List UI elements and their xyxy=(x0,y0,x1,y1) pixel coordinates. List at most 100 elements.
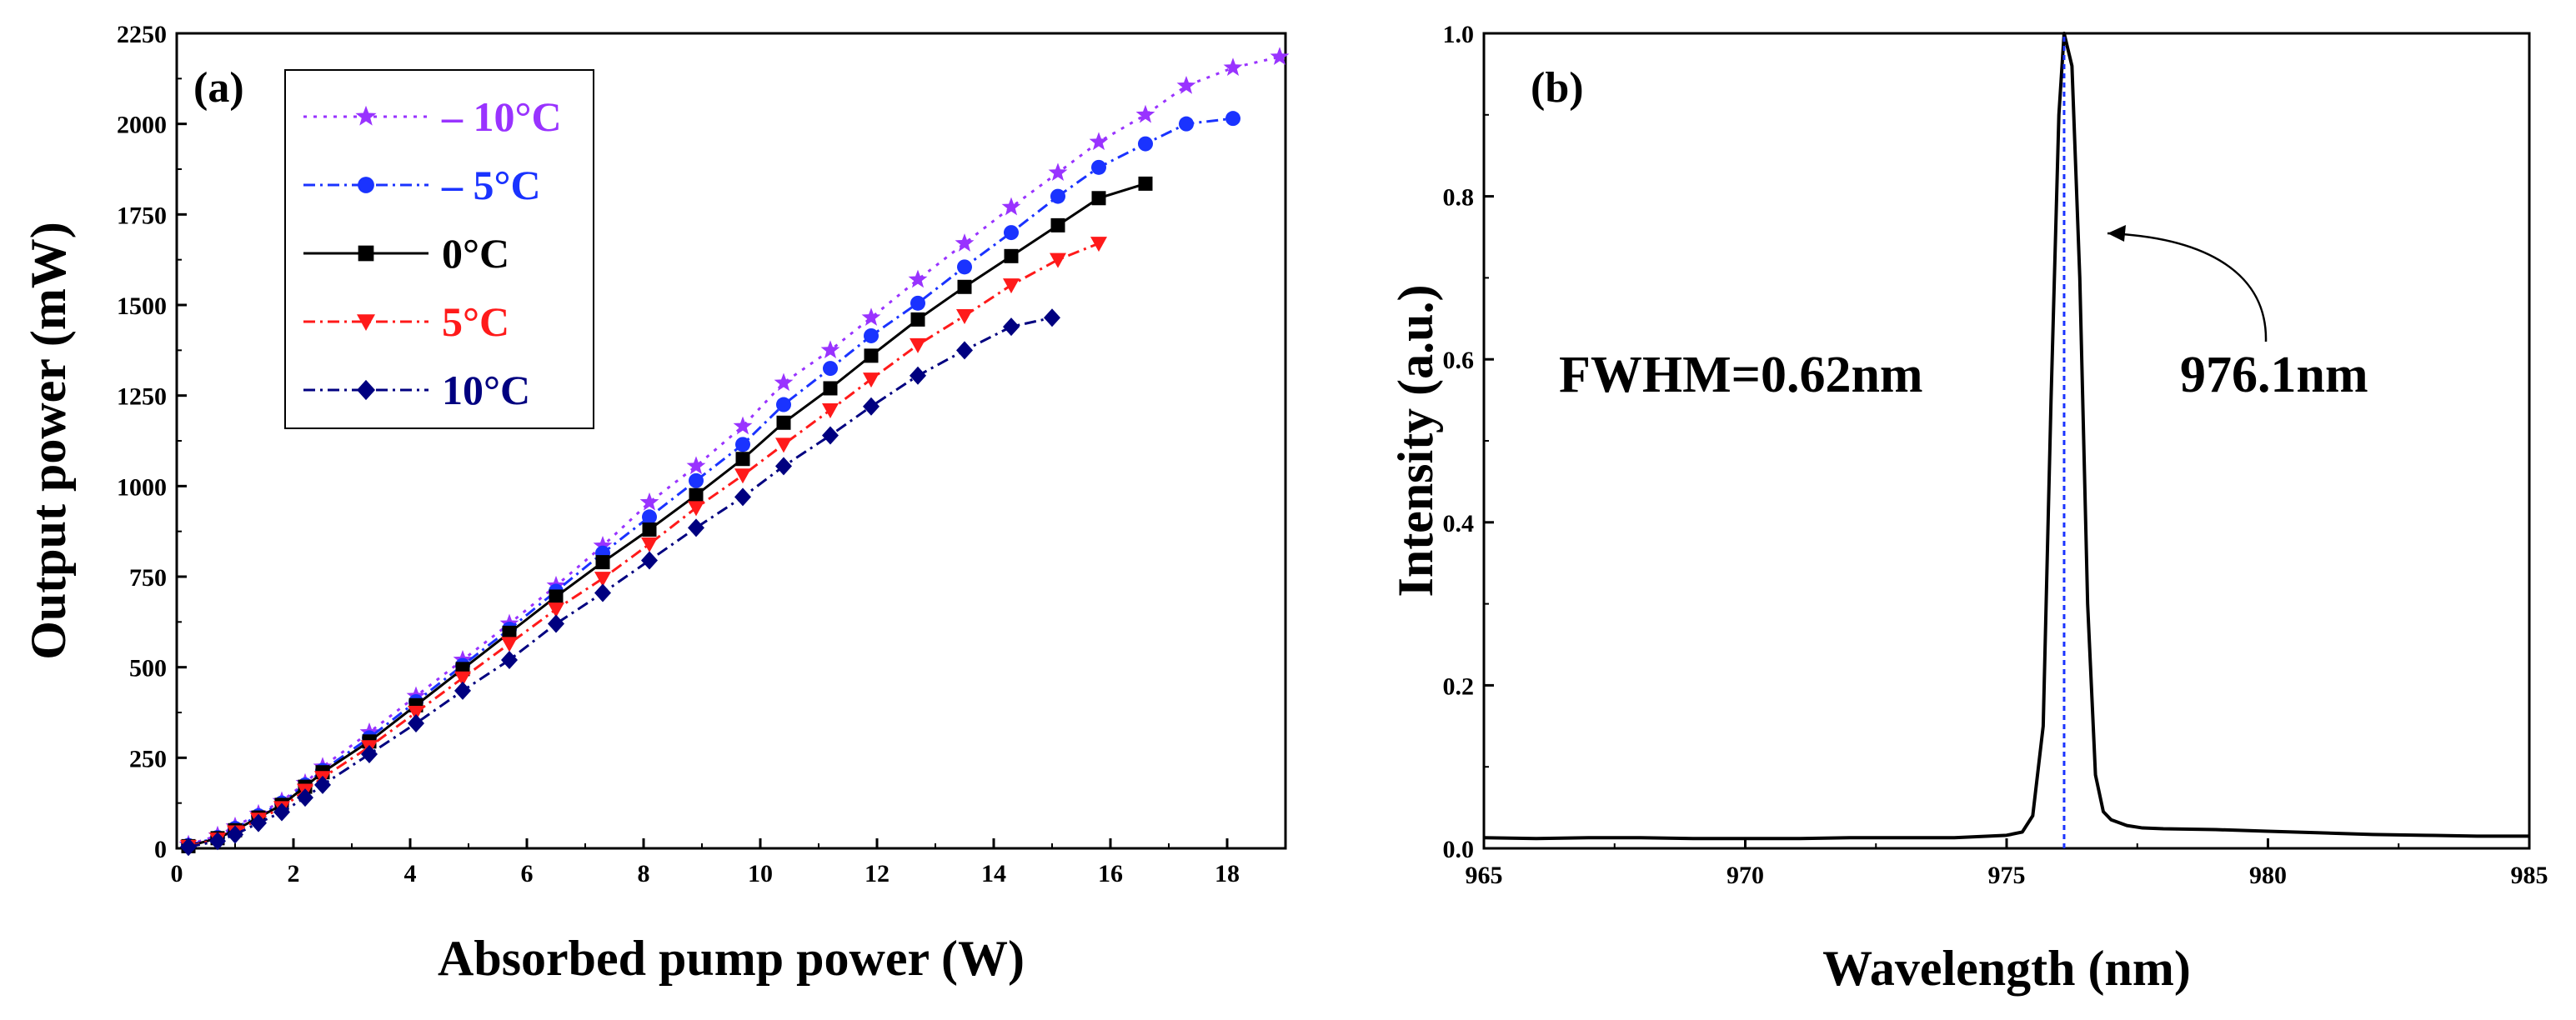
data-point xyxy=(297,788,313,808)
legend-label: 0°C xyxy=(442,230,509,277)
panel-a-x-tick-label: 0 xyxy=(171,860,183,888)
data-point xyxy=(501,650,518,669)
fwhm-annotation: FWHM=0.62nm xyxy=(1559,347,1923,403)
data-point xyxy=(910,295,925,311)
spectrum-line xyxy=(1483,32,2529,841)
data-point xyxy=(209,832,226,851)
data-point xyxy=(776,397,791,412)
data-point xyxy=(641,551,658,570)
data-point xyxy=(908,269,928,288)
legend-label: 5°C xyxy=(442,298,509,345)
data-point xyxy=(1176,76,1196,94)
panel-a-y-tick-label: 750 xyxy=(129,564,167,592)
data-point xyxy=(957,259,972,275)
panel-b-y-tick-label: 0.2 xyxy=(1443,672,1475,700)
peak-annotation-arrow xyxy=(2107,232,2268,342)
data-point xyxy=(1225,111,1240,127)
panel-a-x-tick-label: 16 xyxy=(1098,860,1123,888)
series-line xyxy=(188,316,1053,848)
data-point xyxy=(639,492,659,511)
panel-a-y-axis-title: Output power (mW) xyxy=(21,222,76,660)
panel-b-y-tick-label: 0.0 xyxy=(1443,836,1475,863)
data-point xyxy=(1138,136,1153,152)
data-point xyxy=(956,309,973,325)
panel-a-series xyxy=(178,47,1290,857)
data-point xyxy=(1091,159,1106,175)
panel-b-x-tick-label: 970 xyxy=(1727,862,1764,889)
data-point xyxy=(910,338,926,353)
panel-b-y-tick-label: 0.4 xyxy=(1443,510,1475,538)
data-point xyxy=(548,614,564,633)
panel-b-y-tick-label: 0.8 xyxy=(1443,184,1475,212)
data-point xyxy=(454,681,471,700)
legend-label: – 10°C xyxy=(441,93,562,140)
data-point xyxy=(1223,58,1243,77)
data-point xyxy=(227,825,243,844)
panel-a-y-tick-label: 250 xyxy=(129,745,167,772)
legend-box xyxy=(284,69,594,429)
data-point xyxy=(735,452,750,467)
panel-a-legend: – 10°C – 5°C 0°C 5°C 10°C xyxy=(284,69,594,429)
data-point xyxy=(1270,47,1290,65)
data-point xyxy=(1001,197,1021,216)
data-point xyxy=(775,457,792,476)
data-point xyxy=(1135,104,1155,123)
data-point xyxy=(408,706,424,721)
data-point xyxy=(1003,318,1020,337)
data-point xyxy=(775,438,792,453)
data-point xyxy=(1004,225,1019,241)
data-point xyxy=(910,312,925,327)
panel-a-x-tick-label: 8 xyxy=(638,860,650,888)
data-point xyxy=(273,802,290,822)
data-point xyxy=(864,328,879,343)
panel-b-spectrum-chart: 965 970 975 980 985 0.0 0.2 0.4 0.6 0.8 1.0 (b) Wa… xyxy=(1388,21,2548,996)
data-point xyxy=(594,572,611,588)
series-4 xyxy=(180,308,1060,857)
panel-a-y-tick-label: 1500 xyxy=(117,292,167,320)
data-point xyxy=(956,341,973,360)
data-point xyxy=(1050,218,1065,232)
arrow-head-icon xyxy=(2107,225,2126,242)
legend-marker xyxy=(355,105,377,126)
data-point xyxy=(822,426,839,445)
data-point xyxy=(1091,191,1106,206)
panel-a-y-tick-label: 500 xyxy=(129,655,167,682)
panel-a-x-tick-label: 2 xyxy=(288,860,300,888)
panel-b-x-tick-label: 965 xyxy=(1466,862,1503,889)
data-point xyxy=(689,472,704,488)
panel-b-x-axis-title: Wavelength (nm) xyxy=(1822,941,2191,996)
data-point xyxy=(776,415,791,430)
data-point xyxy=(593,536,613,554)
panel-a-y-tick-label: 2000 xyxy=(117,112,167,139)
data-point xyxy=(1090,237,1107,252)
panel-a-y-tick-label: 1000 xyxy=(117,473,167,501)
data-point xyxy=(734,468,751,484)
panel-a-label: (a) xyxy=(193,64,244,112)
data-point xyxy=(180,838,197,857)
panel-a-x-tick-label: 10 xyxy=(748,860,773,888)
panel-b-y-tick-label: 0.6 xyxy=(1443,347,1475,374)
data-point xyxy=(549,589,564,604)
data-point xyxy=(688,501,704,517)
data-point xyxy=(1179,116,1194,132)
data-point xyxy=(1138,176,1153,191)
data-point xyxy=(733,416,753,435)
data-point xyxy=(642,509,657,525)
data-point xyxy=(861,308,881,326)
data-point xyxy=(910,366,926,385)
panel-b-label: (b) xyxy=(1531,64,1584,112)
data-point xyxy=(454,671,471,687)
data-point xyxy=(688,518,704,538)
panel-a-y-tick-label: 1250 xyxy=(117,383,167,411)
panel-a-x-tick-label: 12 xyxy=(865,860,890,888)
panel-a-x-axis-title: Absorbed pump power (W) xyxy=(438,931,1025,986)
panel-a-y-tick-label: 0 xyxy=(154,836,167,863)
data-point xyxy=(1050,188,1065,204)
panel-a-axis-ticks: 0 2 4 6 8 10 12 14 16 18 0 250 500 750 1000 1250 1500 175… xyxy=(117,21,1240,888)
legend-marker xyxy=(358,177,374,193)
panel-b-series xyxy=(1483,32,2529,848)
data-point xyxy=(689,488,704,502)
data-point xyxy=(408,714,424,733)
legend-label: – 5°C xyxy=(441,162,541,208)
